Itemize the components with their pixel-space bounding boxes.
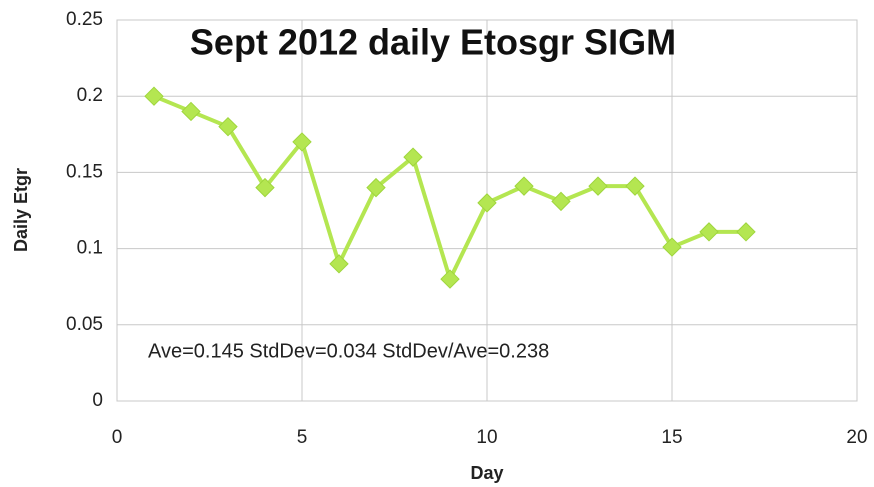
y-tick-label: 0.05 — [66, 314, 103, 335]
data-point — [514, 176, 534, 196]
series-line — [153, 94, 746, 282]
plot-area — [116, 19, 858, 402]
data-point — [366, 177, 386, 198]
data-point — [551, 191, 571, 212]
data-point — [625, 176, 645, 196]
x-tick-label: 15 — [661, 427, 682, 448]
data-point — [736, 222, 756, 242]
data-point — [255, 177, 275, 198]
data-point — [403, 147, 423, 167]
y-tick-label: 0 — [92, 390, 103, 411]
data-point — [440, 269, 460, 289]
data-point — [477, 193, 497, 213]
data-point — [218, 116, 238, 137]
data-point — [662, 237, 682, 257]
x-tick-label: 0 — [112, 427, 123, 448]
x-tick-label: 20 — [846, 427, 867, 448]
annotation: Ave=0.145 StdDev=0.034 StdDev/Ave=0.238 — [148, 340, 549, 362]
data-point — [292, 132, 312, 152]
data-point — [181, 101, 201, 122]
x-tick-label: 10 — [476, 427, 497, 448]
y-tick-label: 0.25 — [66, 9, 103, 30]
data-point — [329, 254, 349, 274]
x-axis-label: Day — [470, 463, 503, 483]
data-point — [699, 222, 719, 242]
data-point — [144, 86, 164, 106]
x-tick-label: 5 — [297, 427, 308, 448]
y-tick-label: 0.15 — [66, 161, 103, 182]
y-axis-label: Daily Etgr — [11, 168, 31, 252]
y-tick-label: 0.1 — [77, 238, 103, 259]
data-point — [588, 176, 608, 196]
y-tick-label: 0.2 — [77, 85, 103, 106]
chart-title: Sept 2012 daily Etosgr SIGM — [190, 22, 676, 63]
